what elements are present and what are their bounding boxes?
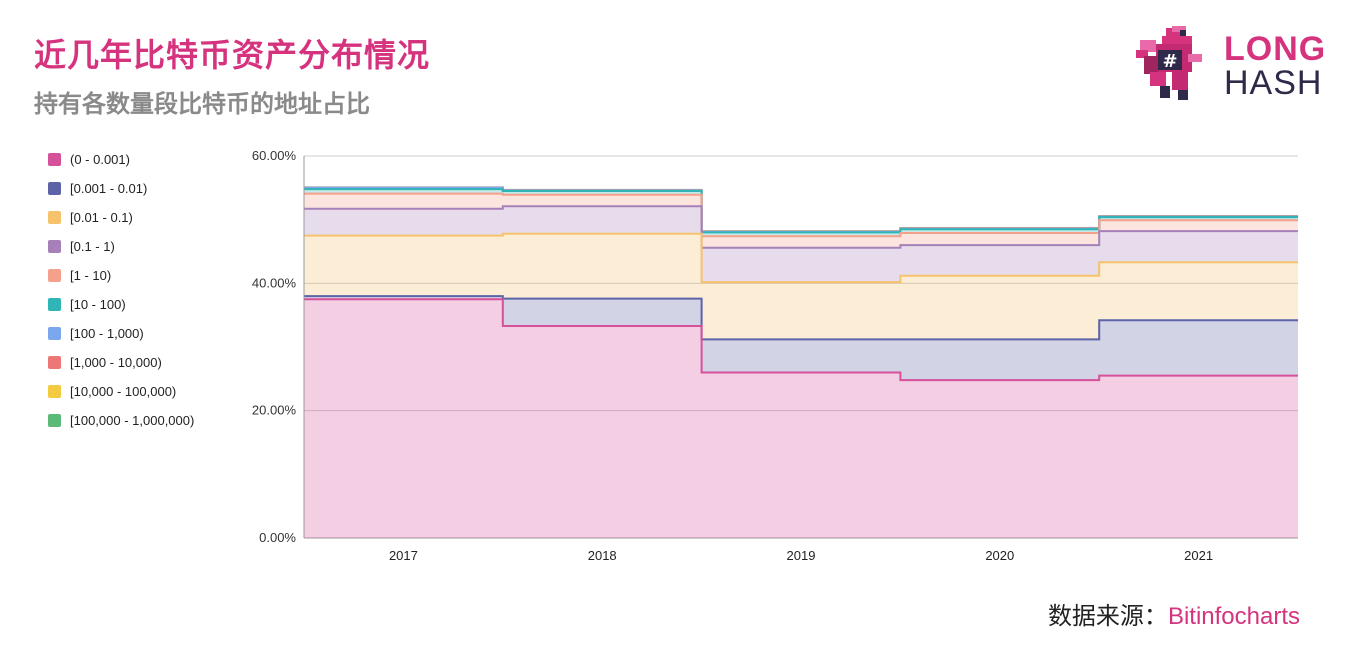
- svg-text:#: #: [1162, 51, 1177, 72]
- logo-wordmark-long: LONG: [1224, 30, 1327, 68]
- y-tick-label: 0.00%: [259, 530, 296, 545]
- source-label: 数据来源：: [1047, 602, 1168, 630]
- legend-item: [10 - 100): [48, 290, 194, 319]
- x-tick-label: 2021: [1184, 548, 1213, 563]
- y-tick-label: 60.00%: [252, 148, 297, 163]
- source-name: Bitinfocharts: [1167, 603, 1300, 630]
- legend-label: [1,000 - 10,000): [70, 355, 162, 370]
- legend-swatch: [48, 269, 61, 282]
- legend-swatch: [48, 414, 61, 427]
- legend-label: [1 - 10): [70, 268, 112, 283]
- legend-item: [100 - 1,000): [48, 319, 194, 348]
- legend-item: [100,000 - 1,000,000): [48, 406, 194, 435]
- legend-item: [1 - 10): [48, 261, 194, 290]
- legend-swatch: [48, 385, 61, 398]
- legend-label: (0 - 0.001): [70, 152, 130, 167]
- legend-item: [0.1 - 1): [48, 232, 194, 261]
- series-line-0-1-1: [304, 205, 1298, 249]
- x-tick-label: 2018: [588, 548, 617, 563]
- x-tick-label: 2017: [389, 548, 418, 563]
- y-tick-label: 40.00%: [252, 275, 297, 290]
- legend-label: [0.001 - 0.01): [70, 181, 148, 196]
- legend-swatch: [48, 240, 61, 253]
- area-1-10: [304, 193, 1298, 248]
- chart-title: 近几年比特币资产分布情况: [34, 36, 431, 74]
- legend-label: [10,000 - 100,000): [70, 384, 177, 399]
- legend-label: [100 - 1,000): [70, 326, 144, 341]
- chart-subtitle: 持有各数量段比特币的地址占比: [34, 90, 370, 118]
- legend-label: [10 - 100): [70, 297, 126, 312]
- area-0-001-0-01: [304, 296, 1298, 381]
- series-line-1-10: [304, 192, 1298, 238]
- area-0-0-001: [304, 299, 1298, 538]
- longhash-logo: # LONG HASH: [1136, 24, 1336, 106]
- legend-swatch: [48, 298, 61, 311]
- chart-legend: (0 - 0.001) [0.001 - 0.01) [0.01 - 0.1) [0.…: [48, 145, 194, 435]
- series-line-0-0-001: [304, 298, 1298, 382]
- longhash-dino-icon: #: [1136, 24, 1202, 100]
- area-0-01-0-1: [304, 233, 1298, 340]
- legend-swatch: [48, 356, 61, 369]
- legend-swatch: [48, 153, 61, 166]
- legend-item: [0.01 - 0.1): [48, 203, 194, 232]
- legend-swatch: [48, 211, 61, 224]
- legend-item: [0.001 - 0.01): [48, 174, 194, 203]
- data-source: 数据来源：Bitinfocharts: [1048, 596, 1300, 631]
- logo-wordmark-hash: HASH: [1224, 64, 1323, 102]
- legend-label: [0.01 - 0.1): [70, 210, 133, 225]
- area-0-1-1: [304, 206, 1298, 283]
- legend-label: [0.1 - 1): [70, 239, 115, 254]
- x-tick-label: 2019: [787, 548, 816, 563]
- legend-swatch: [48, 327, 61, 340]
- legend-label: [100,000 - 1,000,000): [70, 413, 195, 428]
- series-line-0-01-0-1: [304, 232, 1298, 284]
- legend-swatch: [48, 182, 61, 195]
- legend-item: [1,000 - 10,000): [48, 348, 194, 377]
- x-tick-label: 2020: [985, 548, 1014, 563]
- y-tick-label: 20.00%: [252, 403, 297, 418]
- legend-item: (0 - 0.001): [48, 145, 194, 174]
- legend-item: [10,000 - 100,000): [48, 377, 194, 406]
